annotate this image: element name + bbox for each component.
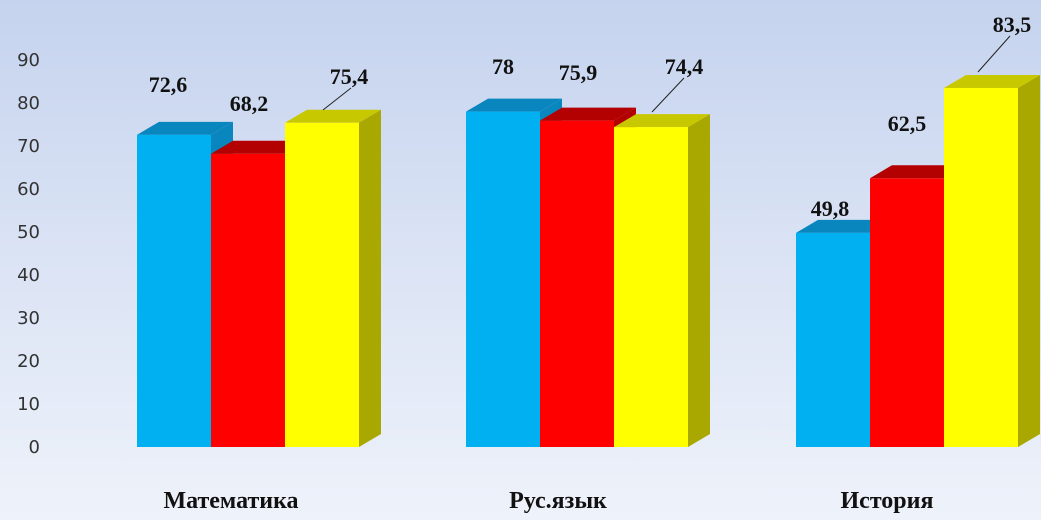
bar-side [359,109,381,447]
label-leader-line [977,35,1011,73]
bar-top [285,109,381,123]
data-label: 78 [492,54,514,79]
bar-top [540,107,636,121]
bar-top [137,121,233,135]
bar-front [944,87,1018,447]
category-label: Математика [163,488,298,514]
category-labels: Математика Рус.язык История [163,488,933,514]
y-tick-label: 70 [17,136,40,157]
category-label: История [841,488,934,514]
data-label: 83,5 [993,12,1032,37]
y-tick-label: 20 [17,351,40,372]
bar-1-2 [614,114,710,447]
data-label: 74,4 [665,54,704,79]
y-tick-label: 40 [17,265,40,286]
category-label: Рус.язык [509,488,607,514]
data-label: 49,8 [811,196,850,221]
bar-0-2 [285,109,381,447]
value-labels: 72,6 68,2 75,4 78 75,9 74,4 49,8 62,5 83,5 [149,12,1032,221]
y-tick-label: 60 [17,179,40,200]
bar-top [211,140,307,154]
y-tick-label: 80 [17,93,40,114]
bar-front [285,122,359,447]
bar-front [614,127,688,447]
y-tick-label: 30 [17,308,40,329]
data-label: 75,9 [559,60,598,85]
bar-top [870,165,966,179]
bar-top [796,219,892,233]
bar-side [688,114,710,447]
y-tick-label: 90 [17,50,40,71]
bar-front [540,120,614,447]
y-axis: 0 10 20 30 40 50 60 70 80 90 [17,50,40,458]
data-label: 72,6 [149,72,188,97]
label-leader-line [322,87,352,111]
data-label: 62,5 [888,111,927,136]
bar-front [796,232,870,447]
bar-top [614,114,710,128]
y-tick-label: 10 [17,394,40,415]
bar-front [137,134,211,447]
data-label: 68,2 [230,91,269,116]
bar-top [944,74,1040,88]
bar-side [1018,74,1040,447]
bar-front [870,178,944,447]
label-leader-line [651,77,685,113]
y-tick-label: 50 [17,222,40,243]
bar-2-2 [944,74,1040,447]
bar-front [466,111,540,447]
bar-front [211,153,285,448]
data-label: 75,4 [330,64,369,89]
bar-top [466,98,562,112]
y-tick-label: 0 [29,437,40,458]
bars [137,74,1040,448]
